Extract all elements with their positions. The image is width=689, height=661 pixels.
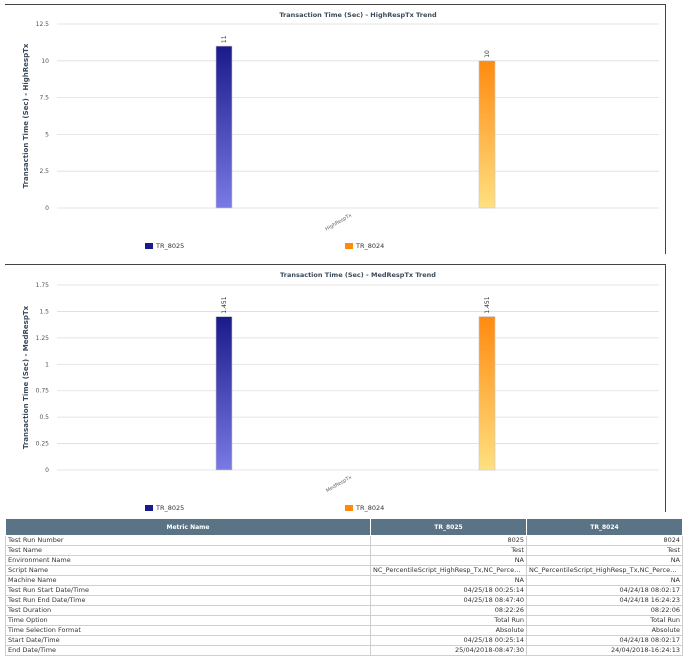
legend-entry[interactable]: TR_8024 <box>355 242 384 250</box>
metric-value-cell: 04/24/18 16:24:23 <box>526 595 683 606</box>
header-metric-name: Metric Name <box>5 518 371 536</box>
bar-tr-8024[interactable] <box>478 316 496 471</box>
metric-name-cell: End Date/Time <box>5 645 371 656</box>
y-tick-label: 0.25 <box>36 441 50 448</box>
metric-value-cell: NC_PercentileScript_HighResp_Tx,NC_Perce… <box>526 565 683 576</box>
metric-name-cell: Start Date/Time <box>5 635 371 646</box>
metric-name-cell: Machine Name <box>5 575 371 586</box>
metric-value-cell: 08:22:26 <box>370 605 527 616</box>
table-row: Test Name Test Test <box>5 545 683 556</box>
metric-name-cell: Test Run Start Date/Time <box>5 585 371 596</box>
legend-swatch <box>145 505 153 511</box>
metric-value-cell: NA <box>370 575 527 586</box>
chart-title: Transaction Time (Sec) - MedRespTx Trend <box>280 271 436 279</box>
metric-name-cell: Script Name <box>5 565 371 576</box>
table-row: Time Selection Format Absolute Absolute <box>5 625 683 636</box>
metric-name-cell: Test Run Number <box>5 535 371 546</box>
metric-value-cell: 04/24/18 08:02:17 <box>526 585 683 596</box>
chart-panel-highresptx: Transaction Time (Sec) - HighRespTx Tren… <box>5 4 666 254</box>
metric-value-cell: NA <box>526 555 683 566</box>
legend-entry[interactable]: TR_8025 <box>155 242 184 250</box>
metric-name-cell: Time Option <box>5 615 371 626</box>
metric-value-cell: 04/25/18 00:25:14 <box>370 585 527 596</box>
metric-value-cell: 8025 <box>370 535 527 546</box>
y-tick-label: 10 <box>41 58 49 65</box>
y-tick-label: 5 <box>45 131 49 138</box>
y-tick-label: 1.25 <box>36 335 50 342</box>
metrics-header-row: Metric Name TR_8025 TR_8024 <box>5 518 683 536</box>
y-tick-label: 0 <box>45 467 49 474</box>
metric-value-cell: NC_PercentileScript_HighResp_Tx,NC_Perce… <box>370 565 527 576</box>
table-row: End Date/Time 25/04/2018-08:47:30 24/04/20… <box>5 645 683 656</box>
metric-name-cell: Test Run End Date/Time <box>5 595 371 606</box>
bar-tr-8025[interactable] <box>215 316 233 471</box>
table-row: Script Name NC_PercentileScript_HighResp_… <box>5 565 683 576</box>
metric-name-cell: Environment Name <box>5 555 371 566</box>
metric-value-cell: 08:22:06 <box>526 605 683 616</box>
metric-value-cell: 04/25/18 08:47:40 <box>370 595 527 606</box>
metric-value-cell: 25/04/2018-08:47:30 <box>370 645 527 656</box>
y-tick-label: 0.75 <box>36 388 50 395</box>
data-label: 10 <box>484 50 491 58</box>
y-tick-label: 1.5 <box>39 308 49 315</box>
y-tick-label: 1 <box>45 361 49 368</box>
y-axis-label: Transaction Time (Sec) - MedRespTx <box>22 305 30 449</box>
legend-entry[interactable]: TR_8024 <box>355 504 384 512</box>
chart-title: Transaction Time (Sec) - HighRespTx Tren… <box>279 11 437 19</box>
table-row: Start Date/Time 04/25/18 00:25:14 04/24/18… <box>5 635 683 646</box>
header-tr-8024: TR_8024 <box>526 518 683 536</box>
table-row: Test Duration 08:22:26 08:22:06 <box>5 605 683 616</box>
metric-value-cell: 24/04/2018-16:24:13 <box>526 645 683 656</box>
y-tick-label: 7.5 <box>39 95 49 102</box>
table-row: Machine Name NA NA <box>5 575 683 586</box>
table-row: Test Run Number 8025 8024 <box>5 535 683 546</box>
x-category-label: MedRespTx <box>325 475 353 495</box>
y-tick-label: 0 <box>45 205 49 212</box>
metric-value-cell: 8024 <box>526 535 683 546</box>
bar-tr-8024[interactable] <box>478 60 496 209</box>
y-tick-label: 2.5 <box>39 168 49 175</box>
metric-name-cell: Test Duration <box>5 605 371 616</box>
legend-entry[interactable]: TR_8025 <box>155 504 184 512</box>
data-label: 1.451 <box>484 296 491 313</box>
chart-highresptx: Transaction Time (Sec) - HighRespTx Tren… <box>22 11 659 250</box>
chart-medresptx: Transaction Time (Sec) - MedRespTx Trend… <box>22 271 659 512</box>
legend-swatch <box>345 505 353 511</box>
bar-tr-8025[interactable] <box>215 45 233 209</box>
metric-value-cell: 04/24/18 08:02:17 <box>526 635 683 646</box>
metric-value-cell: Test <box>370 545 527 556</box>
y-axis-label: Transaction Time (Sec) - HighRespTx <box>22 43 30 188</box>
table-row: Test Run End Date/Time 04/25/18 08:47:40 0… <box>5 595 683 606</box>
x-category-label: HighRespTx <box>324 213 353 233</box>
metric-name-cell: Test Name <box>5 545 371 556</box>
y-tick-label: 12.5 <box>36 21 50 28</box>
y-tick-label: 0.5 <box>39 414 49 421</box>
metric-name-cell: Time Selection Format <box>5 625 371 636</box>
header-tr-8025: TR_8025 <box>370 518 527 536</box>
table-row: Environment Name NA NA <box>5 555 683 566</box>
metric-value-cell: Total Run <box>526 615 683 626</box>
metric-value-cell: NA <box>370 555 527 566</box>
metric-value-cell: Total Run <box>370 615 527 626</box>
table-row: Time Option Total Run Total Run <box>5 615 683 626</box>
metric-value-cell: NA <box>526 575 683 586</box>
table-row: Test Run Start Date/Time 04/25/18 00:25:1… <box>5 585 683 596</box>
y-tick-label: 1.75 <box>36 282 50 289</box>
legend-swatch <box>345 243 353 249</box>
metric-value-cell: 04/25/18 00:25:14 <box>370 635 527 646</box>
metrics-table: Metric Name TR_8025 TR_8024 Test Run Num… <box>5 518 683 656</box>
legend-swatch <box>145 243 153 249</box>
data-label: 1.451 <box>221 296 228 313</box>
metric-value-cell: Absolute <box>370 625 527 636</box>
chart-panel-medresptx: Transaction Time (Sec) - MedRespTx Trend… <box>5 264 666 512</box>
metric-value-cell: Absolute <box>526 625 683 636</box>
metric-value-cell: Test <box>526 545 683 556</box>
data-label: 11 <box>221 35 228 43</box>
